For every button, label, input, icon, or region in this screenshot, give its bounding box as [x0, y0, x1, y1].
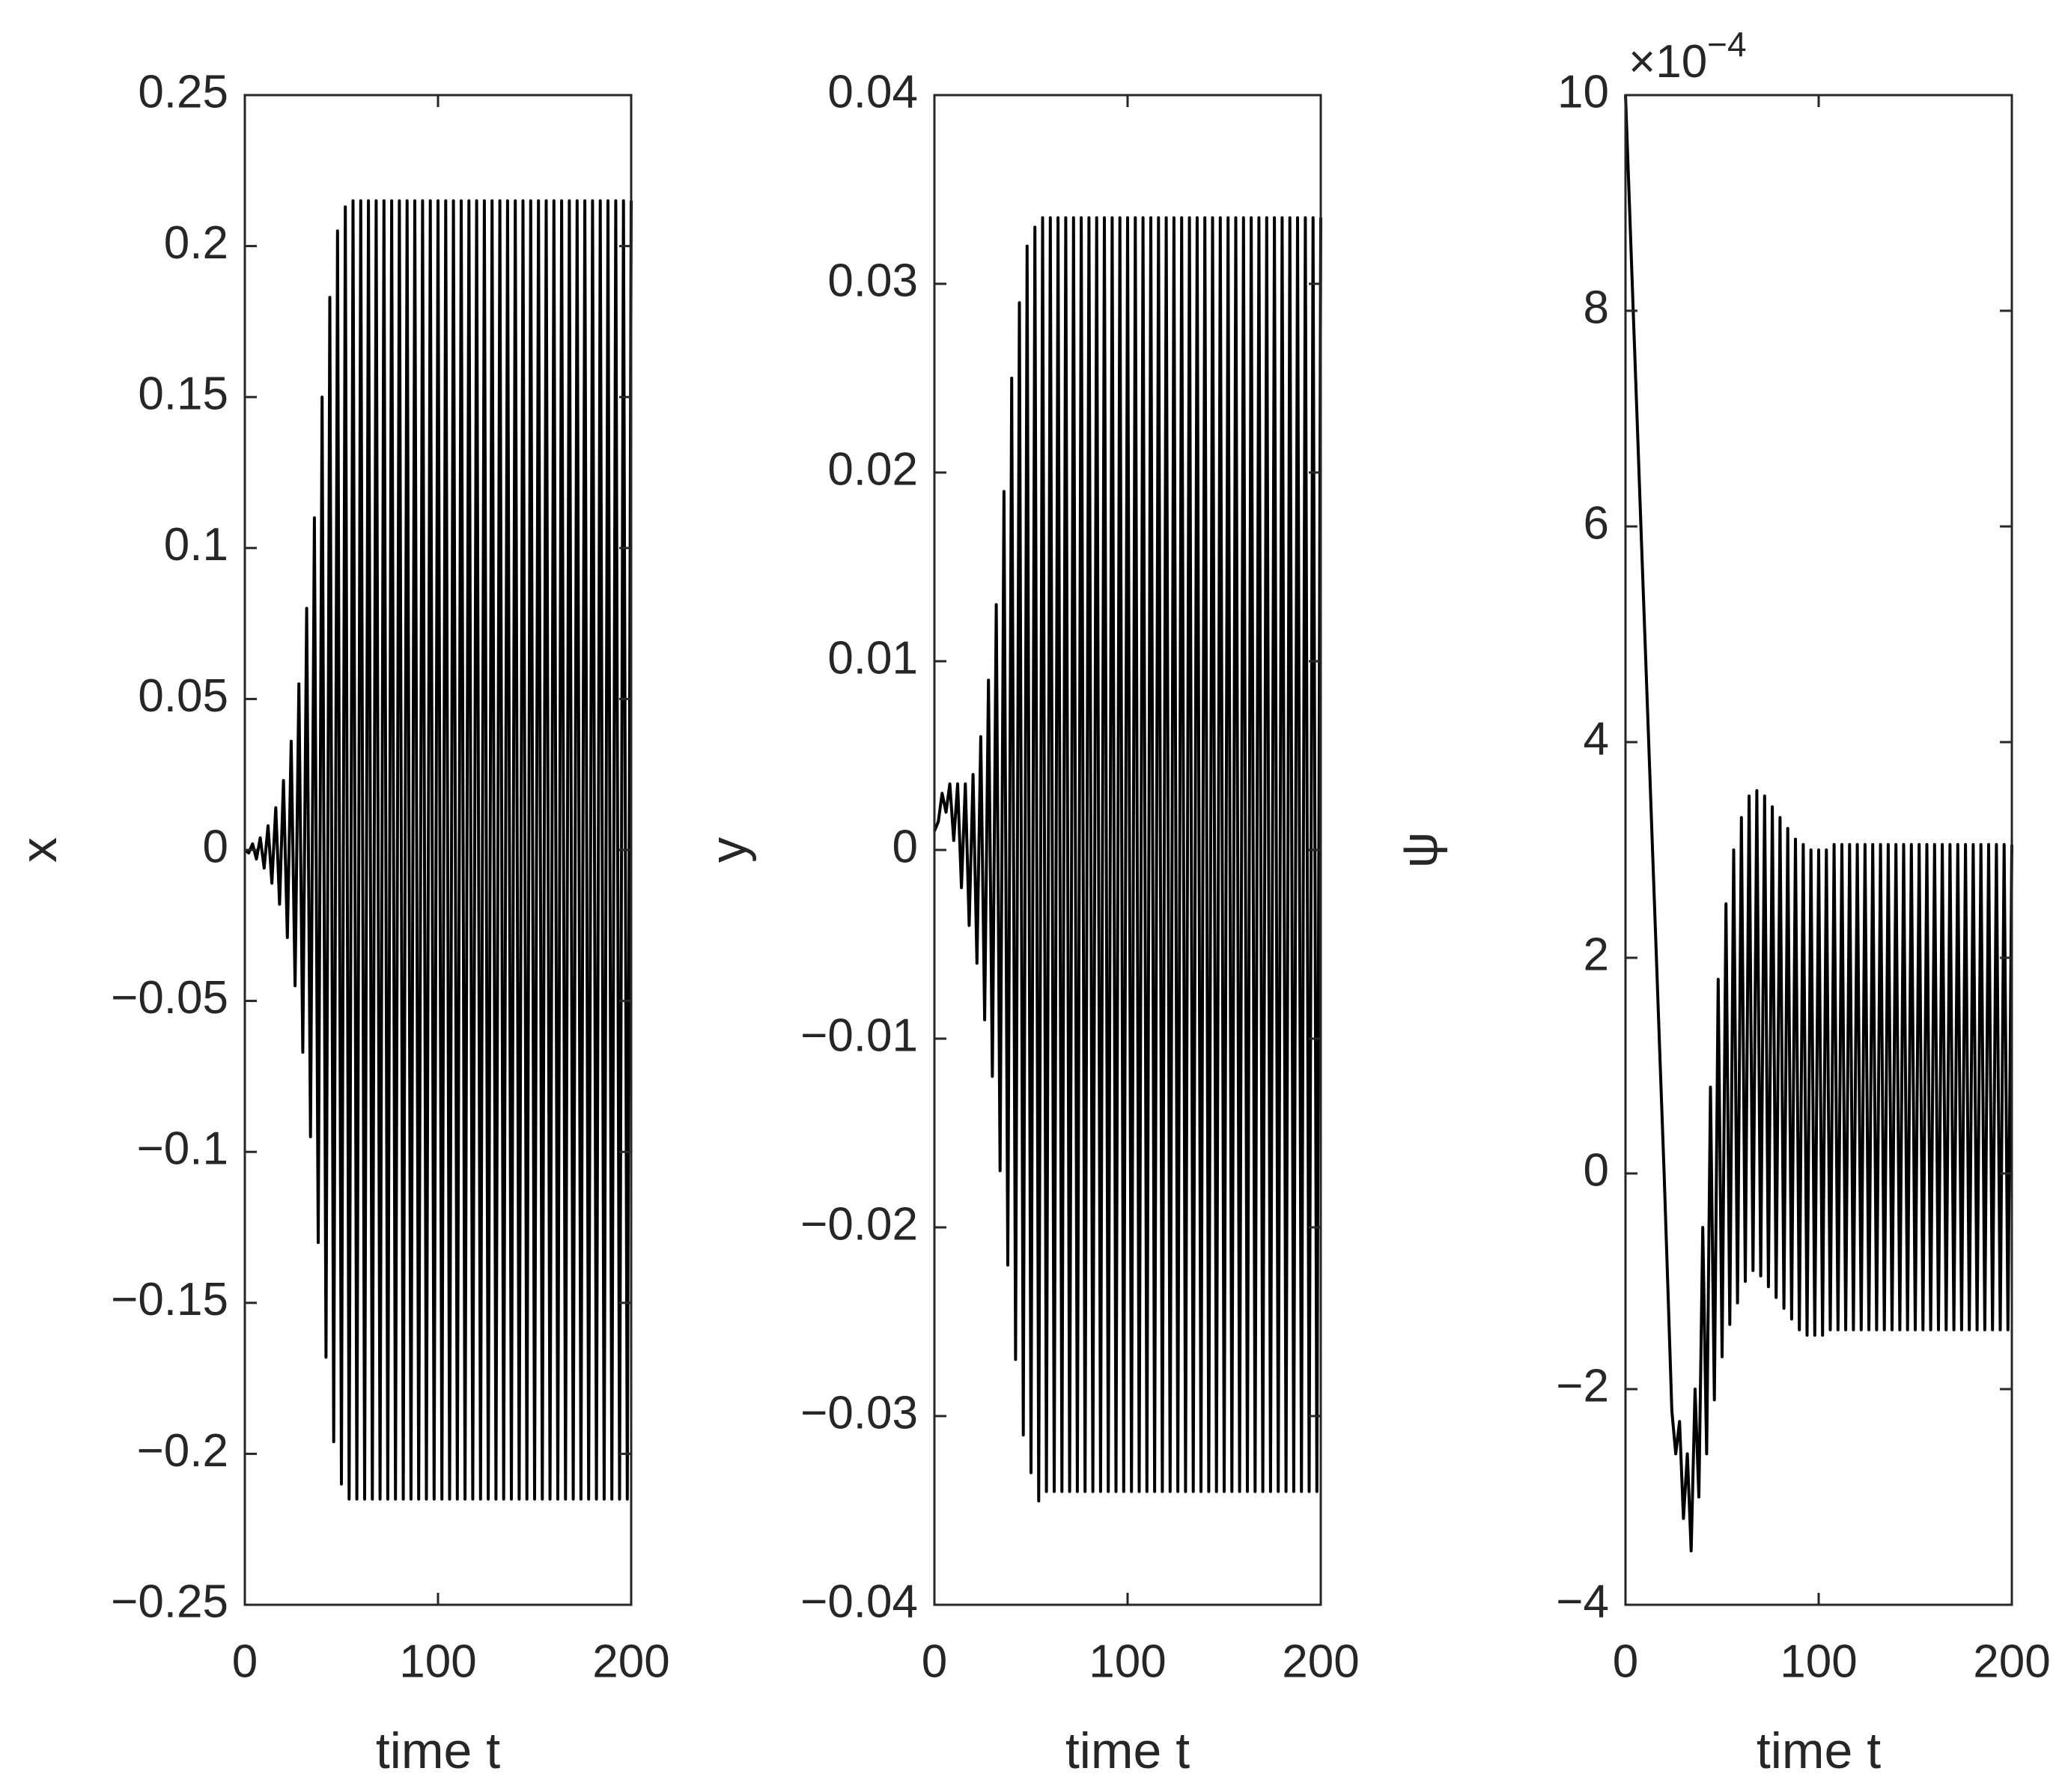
x-tick-label: 200	[1282, 1635, 1359, 1687]
x-tick-label: 100	[399, 1635, 476, 1687]
y-axis-label: x	[10, 837, 67, 863]
y-tick-label: 0	[1584, 1144, 1609, 1196]
y-tick-label: −0.25	[111, 1576, 228, 1627]
y-tick-label: 0	[892, 821, 918, 872]
y-axis-label: ψ	[1391, 832, 1448, 868]
y-tick-label: −0.2	[137, 1425, 228, 1477]
data-line	[243, 199, 633, 1501]
y-tick-label: 4	[1584, 713, 1609, 765]
y-tick-label: −0.04	[800, 1576, 918, 1627]
y-tick-label: −0.03	[800, 1387, 918, 1439]
y-tick-label: 0.02	[827, 443, 918, 495]
y-tick-label: −0.1	[137, 1123, 228, 1175]
x-tick-label: 100	[1089, 1635, 1166, 1687]
x-tick-label: 200	[1973, 1635, 2050, 1687]
y-tick-label: −0.02	[800, 1198, 918, 1250]
y-tick-label: 0.15	[138, 368, 228, 420]
x-tick-label: 0	[1613, 1635, 1638, 1687]
y-tick-label: 0.04	[827, 66, 918, 118]
multiplier-exponent: −4	[1707, 25, 1746, 64]
x-tick-label: 200	[592, 1635, 669, 1687]
y-tick-label: 10	[1557, 66, 1609, 118]
y-tick-label: 0.01	[827, 632, 918, 684]
axis-multiplier: ×10−4	[1628, 25, 1747, 88]
x-tick-label: 0	[922, 1635, 947, 1687]
y-tick-label: 0.03	[827, 255, 918, 306]
y-tick-label: 8	[1584, 282, 1609, 333]
y-tick-label: −4	[1556, 1576, 1609, 1627]
x-tick-label: 100	[1780, 1635, 1857, 1687]
x-tick-label: 0	[232, 1635, 258, 1687]
y-tick-label: 0	[203, 821, 228, 872]
data-line	[1624, 94, 2013, 1552]
y-tick-label: −0.15	[111, 1274, 228, 1325]
y-tick-label: −0.05	[111, 972, 228, 1024]
data-line	[933, 216, 1322, 1503]
y-tick-label: 2	[1584, 929, 1609, 980]
multiplier-base: ×10	[1628, 36, 1707, 88]
y-tick-label: 0.2	[164, 217, 228, 269]
y-tick-label: −2	[1556, 1360, 1609, 1412]
x-axis-label: time t	[1757, 1722, 1881, 1779]
y-tick-label: 6	[1584, 497, 1609, 549]
x-axis-label: time t	[376, 1722, 500, 1779]
y-axis-label: y	[700, 837, 757, 863]
y-tick-label: 0.05	[138, 670, 228, 722]
y-tick-label: −0.01	[800, 1009, 918, 1061]
x-axis-label: time t	[1065, 1722, 1190, 1779]
y-tick-label: 0.25	[138, 66, 228, 118]
y-tick-label: 0.1	[164, 519, 228, 571]
